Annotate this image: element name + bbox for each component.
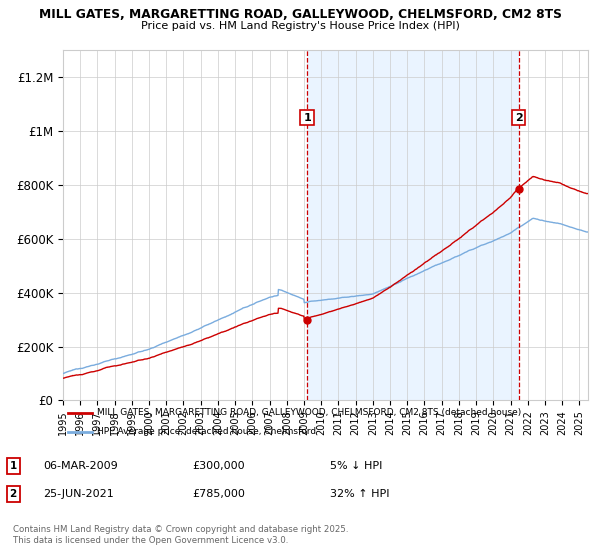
Text: HPI: Average price, detached house, Chelmsford: HPI: Average price, detached house, Chel…: [97, 427, 316, 436]
Text: MILL GATES, MARGARETTING ROAD, GALLEYWOOD, CHELMSFORD, CM2 8TS (detached house): MILL GATES, MARGARETTING ROAD, GALLEYWOO…: [97, 408, 521, 417]
Text: £300,000: £300,000: [192, 461, 245, 471]
Text: 32% ↑ HPI: 32% ↑ HPI: [330, 489, 389, 499]
Text: 2: 2: [515, 113, 523, 123]
Text: Price paid vs. HM Land Registry's House Price Index (HPI): Price paid vs. HM Land Registry's House …: [140, 21, 460, 31]
Text: 2: 2: [10, 489, 17, 499]
Text: £785,000: £785,000: [192, 489, 245, 499]
Bar: [307, 50, 519, 400]
Text: 06-MAR-2009: 06-MAR-2009: [43, 461, 118, 471]
Text: 1: 1: [303, 113, 311, 123]
Text: MILL GATES, MARGARETTING ROAD, GALLEYWOOD, CHELMSFORD, CM2 8TS: MILL GATES, MARGARETTING ROAD, GALLEYWOO…: [38, 8, 562, 21]
Text: 5% ↓ HPI: 5% ↓ HPI: [330, 461, 382, 471]
Text: 1: 1: [10, 461, 17, 471]
Text: Contains HM Land Registry data © Crown copyright and database right 2025.
This d: Contains HM Land Registry data © Crown c…: [13, 525, 349, 545]
Text: 25-JUN-2021: 25-JUN-2021: [43, 489, 114, 499]
